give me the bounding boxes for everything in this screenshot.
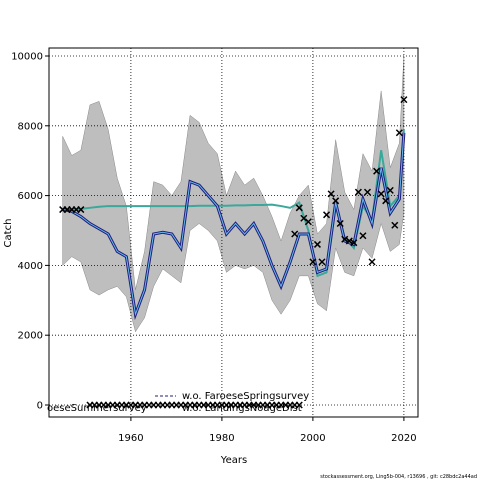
point bbox=[318, 258, 326, 266]
y-axis-label: Catch bbox=[3, 219, 14, 248]
legend-label: oeseSummersurvey bbox=[47, 403, 147, 414]
point bbox=[295, 204, 303, 212]
point bbox=[295, 401, 303, 409]
x-axis-label: Years bbox=[220, 455, 247, 466]
legend-label: w.o. FaroeseSpringsurvey bbox=[182, 391, 309, 402]
y-tick-label: 2000 bbox=[18, 331, 43, 342]
point bbox=[350, 239, 358, 247]
point bbox=[382, 197, 390, 205]
confidence-band bbox=[62, 55, 405, 333]
point bbox=[291, 230, 299, 238]
x-tick-label: 2000 bbox=[300, 433, 325, 444]
x-tick-label: 2020 bbox=[391, 433, 416, 444]
point bbox=[77, 206, 85, 214]
point bbox=[341, 235, 349, 243]
point bbox=[386, 186, 394, 194]
footer: stockassessment.org, Ling5b-004, r13696 … bbox=[320, 474, 477, 480]
point bbox=[373, 167, 381, 175]
point bbox=[332, 197, 340, 205]
y-tick-label: 8000 bbox=[18, 121, 43, 132]
point bbox=[400, 96, 408, 104]
point bbox=[391, 221, 399, 229]
y-tick-label: 6000 bbox=[18, 191, 43, 202]
point bbox=[368, 258, 376, 266]
point bbox=[395, 129, 403, 137]
point bbox=[304, 218, 312, 226]
y-tick-label: 0 bbox=[37, 400, 43, 411]
point bbox=[377, 190, 385, 198]
y-tick-label: 10000 bbox=[11, 51, 43, 62]
point bbox=[345, 237, 353, 245]
y-tick-label: 4000 bbox=[18, 261, 43, 272]
point bbox=[336, 219, 344, 228]
point bbox=[363, 188, 372, 196]
point bbox=[323, 211, 331, 219]
point bbox=[309, 258, 317, 266]
x-tick-label: 1960 bbox=[118, 433, 143, 444]
point bbox=[327, 190, 335, 198]
legend-label: w.o. LandingsNoageDist bbox=[182, 403, 302, 414]
point bbox=[359, 232, 367, 240]
x-tick-label: 1980 bbox=[209, 433, 234, 444]
plot-frame bbox=[48, 47, 419, 418]
point bbox=[313, 240, 321, 248]
point bbox=[354, 188, 362, 196]
